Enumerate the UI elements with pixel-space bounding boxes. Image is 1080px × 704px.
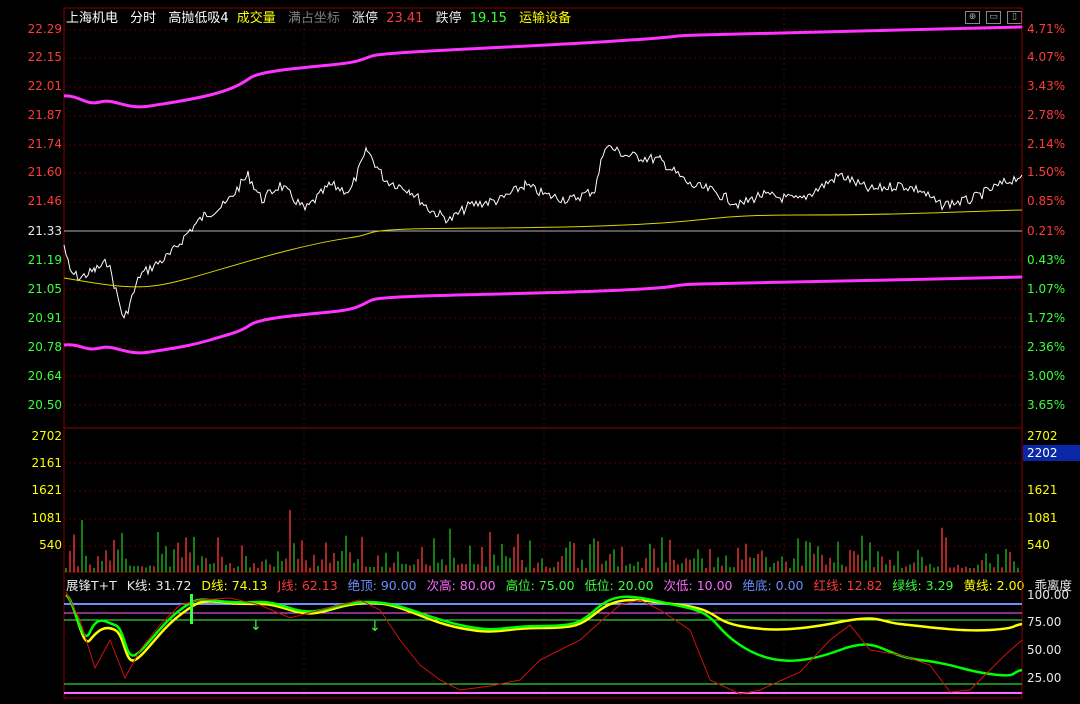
volume-tick: 1621 <box>31 483 62 497</box>
volume-cursor-value: 2202 <box>1027 446 1058 460</box>
down-arrow-icon: ↓ <box>250 618 262 634</box>
volume-tick: 1081 <box>31 511 62 525</box>
sub-low-value: 次低: 10.00 <box>663 578 733 593</box>
price-tick: 20.91 <box>27 311 62 325</box>
percent-tick: 0.85% <box>1027 194 1066 208</box>
price-tick: 21.46 <box>27 194 62 208</box>
green-line-value: 绿线: 3.29 <box>892 578 954 593</box>
top-value: 绝顶: 90.00 <box>347 578 417 593</box>
volume-tick: 2161 <box>31 456 62 470</box>
limit-up-value: 23.41 <box>386 11 424 26</box>
coord-label[interactable]: 满占坐标 <box>287 11 340 26</box>
percent-tick: 4.71% <box>1027 22 1066 36</box>
volume-tick: 540 <box>1027 538 1050 552</box>
lower-band-line <box>63 275 1023 355</box>
indicator-tick: 50.00 <box>1027 643 1062 657</box>
percent-tick: 3.65% <box>1027 398 1066 412</box>
down-arrow-icon: ↓ <box>369 619 381 635</box>
yellow-line-value: 黄线: 2.00 <box>963 578 1025 593</box>
price-tick: 21.33 <box>27 224 62 238</box>
percent-tick: 2.36% <box>1027 340 1066 354</box>
limit-down-value: 19.15 <box>469 11 507 26</box>
j-line-value: J线: 62.13 <box>277 578 338 593</box>
sub-high-value: 次高: 80.00 <box>426 578 496 593</box>
minimize-icon[interactable]: ▭ <box>986 11 1001 24</box>
volume-cursor-highlight <box>1023 445 1080 461</box>
indicator-header: 展锋T+T K线: 31.72 D线: 74.13 J线: 62.13 绝顶: … <box>66 575 1078 594</box>
indicator-tick: 25.00 <box>1027 671 1062 685</box>
percent-tick: 3.00% <box>1027 369 1066 383</box>
high-level-value: 高位: 75.00 <box>505 578 575 593</box>
chart-header: 上海机电 分时 高抛低吸4 成交量 满占坐标 涨停 23.41 跌停 19.15… <box>66 7 579 26</box>
average-price-line <box>63 209 1023 288</box>
price-tick: 21.19 <box>27 253 62 267</box>
grid-lines <box>63 7 1023 699</box>
percent-tick: 1.07% <box>1027 282 1066 296</box>
k-line-value: K线: 31.72 <box>126 578 192 593</box>
indicator-tick: 100.00 <box>1027 588 1069 602</box>
price-tick: 21.87 <box>27 108 62 122</box>
percent-tick: 2.14% <box>1027 137 1066 151</box>
indicator-lines: ↓ ↓ <box>64 591 1023 695</box>
deviation-label: 乖离度 <box>1034 578 1073 593</box>
percent-tick: 2.78% <box>1027 108 1066 122</box>
percent-tick: 0.43% <box>1027 253 1066 267</box>
volume-tick: 1621 <box>1027 483 1058 497</box>
indicator-tick: 75.00 <box>1027 615 1062 629</box>
percent-tick: 1.50% <box>1027 165 1066 179</box>
limit-down-label: 跌停 <box>435 11 462 26</box>
price-tick: 22.15 <box>27 50 62 64</box>
price-tick: 20.64 <box>27 369 62 383</box>
sector-label[interactable]: 运输设备 <box>519 11 572 26</box>
price-tick: 20.78 <box>27 340 62 354</box>
limit-up-label: 涨停 <box>352 11 379 26</box>
green-line <box>65 593 1023 677</box>
settings-icon[interactable]: ⊕ <box>965 11 980 24</box>
price-line <box>63 144 1023 320</box>
volume-tick: 2702 <box>1027 429 1058 443</box>
indicator-name[interactable]: 高抛低吸4 <box>168 11 229 26</box>
percent-tick: 1.72% <box>1027 311 1066 325</box>
indicator-title[interactable]: 展锋T+T <box>66 578 117 593</box>
price-lines <box>63 25 1023 355</box>
upper-band-line <box>63 25 1023 109</box>
price-tick: 21.05 <box>27 282 62 296</box>
percent-tick: 3.43% <box>1027 79 1066 93</box>
price-tick: 21.60 <box>27 165 62 179</box>
buy-signal-bar <box>190 594 193 624</box>
volume-tick: 540 <box>39 538 62 552</box>
red-line-value: 红线: 12.82 <box>813 578 883 593</box>
low-level-value: 低位: 20.00 <box>584 578 654 593</box>
price-tick: 21.74 <box>27 137 62 151</box>
percent-tick: 4.07% <box>1027 50 1066 64</box>
volume-tick: 2702 <box>31 429 62 443</box>
price-tick: 22.01 <box>27 79 62 93</box>
bottom-value: 绝底: 0.00 <box>742 578 804 593</box>
price-tick: 22.29 <box>27 22 62 36</box>
price-tick: 20.50 <box>27 398 62 412</box>
volume-label[interactable]: 成交量 <box>236 11 276 26</box>
mode-label[interactable]: 分时 <box>130 11 157 26</box>
chart-frame <box>63 7 1023 699</box>
d-line-value: D线: 74.13 <box>201 578 268 593</box>
j-line <box>65 591 1023 695</box>
volume-tick: 1081 <box>1027 511 1058 525</box>
percent-tick: 0.21% <box>1027 224 1066 238</box>
stock-name[interactable]: 上海机电 <box>66 11 119 26</box>
volume-bars <box>65 510 1019 572</box>
